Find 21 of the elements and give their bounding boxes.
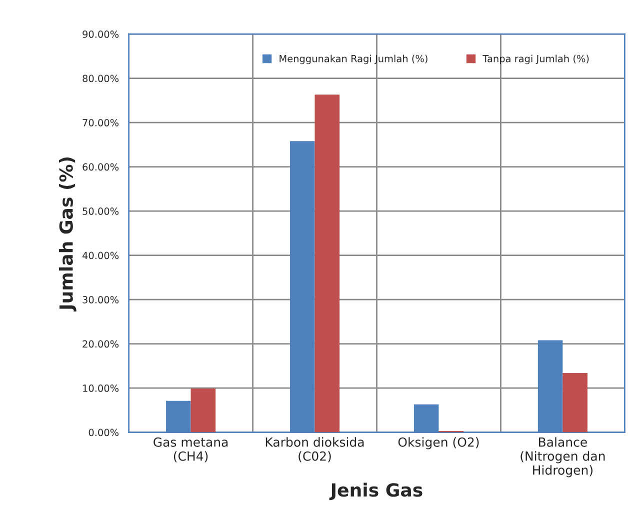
bar	[562, 373, 588, 432]
x-axis-title: Jenis Gas	[329, 482, 422, 500]
y-axis-title: Jumlah Gas (%)	[58, 157, 76, 312]
legend-label: Menggunakan Ragi Jumlah (%)	[280, 54, 428, 64]
legend-label: Tanpa ragi Jumlah (%)	[482, 54, 589, 64]
bar	[314, 94, 340, 432]
x-tick-label: Oksigen (O2)	[398, 437, 479, 450]
x-tick-label: Balance (Nitrogen dan Hidrogen)	[520, 437, 605, 478]
bar	[190, 388, 216, 432]
y-tick-label: 30.00%	[82, 296, 119, 304]
y-tick-label: 60.00%	[82, 163, 119, 171]
x-tick-label: Karbon dioksida (C02)	[266, 437, 364, 462]
y-tick-label: 70.00%	[82, 119, 119, 126]
y-tick-label: 20.00%	[82, 340, 119, 348]
y-tick-label: 40.00%	[82, 252, 119, 260]
y-tick-label: 80.00%	[82, 74, 119, 82]
y-tick-label: 90.00%	[82, 30, 119, 38]
y-tick-label: 50.00%	[82, 208, 119, 215]
x-tick-label: Gas metana (CH4)	[154, 437, 228, 462]
y-tick-label: 10.00%	[83, 384, 119, 392]
y-tick-label: 0.00%	[88, 428, 119, 436]
